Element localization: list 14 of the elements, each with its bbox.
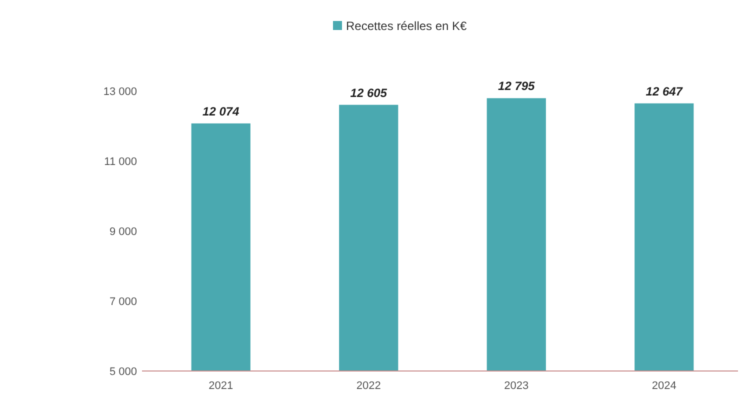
data-label: 12 605 [350,86,388,100]
y-tick-label: 11 000 [104,156,137,168]
x-tick-label: 2024 [652,380,676,392]
y-tick-label: 7 000 [109,296,137,308]
y-tick-label: 5 000 [109,366,137,378]
data-label: 12 795 [498,79,536,94]
x-tick-label: 2023 [504,380,529,392]
y-tick-label: 9 000 [109,226,137,238]
data-label: 12 074 [202,104,240,118]
x-tick-label: 2022 [356,380,381,392]
data-label: 12 647 [646,84,684,98]
x-tick-label: 2021 [208,380,234,392]
y-tick-label: 13 000 [103,86,137,98]
legend-label: Recettes réelles en K€ [346,19,468,33]
